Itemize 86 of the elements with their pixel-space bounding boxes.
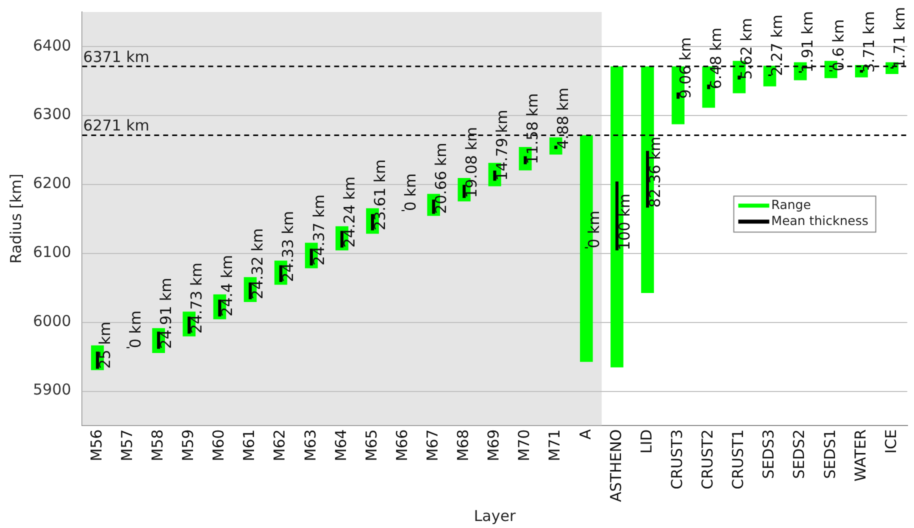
x-axis-title: Layer <box>474 506 516 525</box>
data-label: 24.73 km <box>188 262 206 334</box>
x-tick-label: M70 <box>515 429 534 462</box>
bar <box>188 316 191 334</box>
bar <box>432 200 436 214</box>
data-label: 1.91 km <box>798 11 817 73</box>
x-tick-label: WATER <box>851 429 870 482</box>
data-label: 23.61 km <box>370 159 389 230</box>
data-label: 82.36 km <box>646 136 664 208</box>
x-tick-label: M67 <box>424 429 442 462</box>
y-tick-label: 6300 <box>32 105 72 124</box>
y-tick-label: 5900 <box>32 380 72 399</box>
bar <box>218 300 222 316</box>
data-label: 6.48 km <box>707 28 726 90</box>
bar <box>370 214 374 230</box>
x-tick-label: CRUST3 <box>668 429 686 490</box>
bar <box>738 76 741 80</box>
x-tick-label: M66 <box>392 429 411 462</box>
bar <box>279 265 282 282</box>
x-tick-label: M65 <box>362 429 380 462</box>
x-tick-label: M63 <box>301 429 320 462</box>
data-label: 25 km <box>96 322 114 369</box>
x-tick-label: M68 <box>454 429 472 462</box>
bar <box>646 150 650 208</box>
x-tick-label: M62 <box>270 429 289 462</box>
bar <box>707 84 710 90</box>
data-label: 4.88 km <box>554 88 572 150</box>
y-tick-label: 6400 <box>32 36 72 54</box>
x-tick-label: LID <box>637 429 656 454</box>
x-tick-label: M64 <box>332 429 350 462</box>
y-tick-label: 6000 <box>32 312 72 330</box>
y-tick-label: 6200 <box>32 174 72 192</box>
data-label: 20.66 km <box>432 142 450 214</box>
bar <box>524 156 527 164</box>
x-tick-label: M61 <box>240 429 258 462</box>
x-tick-label: CRUST1 <box>729 429 748 490</box>
data-label: 0 km <box>401 173 420 212</box>
bar <box>340 230 344 248</box>
bar <box>462 184 466 198</box>
x-tick-label: SEDS3 <box>760 429 778 479</box>
x-tick-label: ASTHENO <box>606 429 625 502</box>
x-tick-label: SEDS2 <box>790 429 808 479</box>
bar <box>554 146 558 150</box>
data-label: 24.33 km <box>279 210 298 282</box>
bar <box>615 181 618 250</box>
data-label: 100 km <box>615 194 634 250</box>
bar <box>860 70 863 73</box>
x-tick-label: M71 <box>546 429 564 462</box>
data-label: 14.79 km <box>493 110 512 181</box>
data-label: 0 km <box>584 210 603 248</box>
x-tick-label: SEDS1 <box>820 429 839 479</box>
bar <box>96 352 99 369</box>
bar <box>310 248 313 266</box>
data-label: 0 km <box>126 310 144 348</box>
y-axis-title: Radius [km] <box>6 174 25 264</box>
bar <box>157 332 160 349</box>
data-label: 11.58 km <box>524 93 542 164</box>
y-tick-label: 6100 <box>32 242 72 261</box>
data-label: 5.62 km <box>738 18 756 80</box>
data-label: 3.71 km <box>860 11 878 73</box>
x-tick-label: A <box>576 428 594 440</box>
x-tick-label: M69 <box>484 429 503 462</box>
x-tick-label: M59 <box>179 429 198 462</box>
data-label: 24.32 km <box>248 228 267 300</box>
legend-label: Range <box>771 196 812 212</box>
ref-line-label: 6271 km <box>83 116 150 135</box>
ref-line-label: 6371 km <box>83 48 150 66</box>
data-label: 2.27 km <box>768 14 786 76</box>
data-label: 1.71 km <box>890 7 908 68</box>
data-label: 24.4 km <box>218 254 236 316</box>
legend-label: Mean thickness <box>771 212 868 228</box>
x-tick-label: M60 <box>210 429 228 462</box>
data-label: 9.06 km <box>676 37 694 99</box>
x-tick-label: M56 <box>87 429 106 462</box>
bar <box>248 282 252 300</box>
data-label: 19.08 km <box>462 126 481 198</box>
bar <box>493 170 496 181</box>
x-tick-label: CRUST2 <box>698 429 717 490</box>
bar <box>676 92 680 99</box>
x-tick-label: M58 <box>148 429 166 462</box>
x-tick-label: ICE <box>882 429 900 454</box>
data-label: 24.37 km <box>310 194 328 266</box>
data-label: 24.91 km <box>156 278 175 349</box>
x-tick-label: M57 <box>118 429 136 462</box>
data-label: 0.6 km <box>829 19 848 72</box>
data-label: 24.24 km <box>340 176 358 248</box>
